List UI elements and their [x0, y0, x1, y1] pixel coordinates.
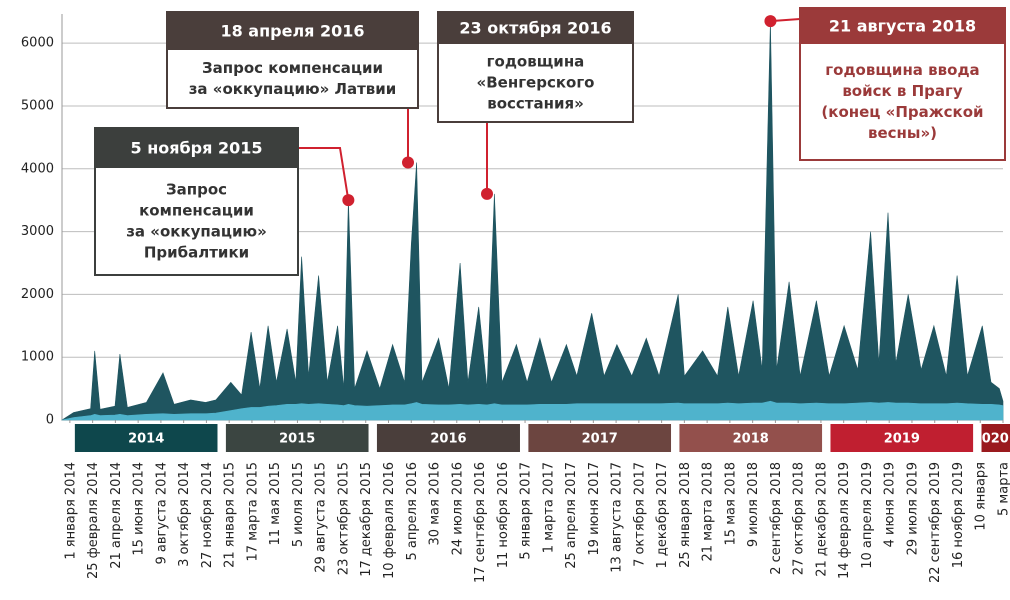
year-label: 2015 [279, 432, 315, 447]
year-label: 2018 [733, 432, 769, 447]
x-tick-label: 15 мая 2018 [723, 462, 738, 545]
annotation-header [95, 128, 298, 168]
annotation-dot [481, 187, 493, 200]
annotation-text: (конец «Пражской [821, 103, 983, 121]
year-label: 2016 [430, 432, 466, 447]
x-tick-label: 9 августа 2014 [154, 462, 169, 564]
leader-line [298, 147, 350, 201]
x-tick-label: 11 мая 2015 [268, 462, 283, 545]
annotation-dot [764, 15, 777, 28]
annotation-date: 18 апреля 2016 [220, 22, 364, 41]
x-tick-label: 10 февраля 2016 [382, 462, 397, 579]
annotation-text: за «оккупацию» [126, 223, 267, 241]
annotation-text: Прибалтики [144, 244, 249, 262]
y-tick-label: 0 [46, 413, 54, 428]
x-tick-label: 21 апреля 2014 [109, 462, 124, 569]
x-tick-label: 9 июля 2018 [746, 462, 761, 547]
x-tick-label: 17 марта 2015 [245, 462, 260, 561]
x-tick-label: 27 октября 2018 [792, 462, 807, 575]
annotation-text: Запрос [166, 181, 227, 199]
annotation-dot [402, 156, 414, 169]
year-band [225, 424, 369, 452]
year-label: 2017 [582, 432, 618, 447]
annotation-date: 21 августа 2018 [829, 17, 976, 36]
x-tick-label: 21 декабря 2018 [814, 462, 829, 577]
annotation-date: 23 октября 2016 [459, 19, 611, 38]
x-tick-label: 21 марта 2018 [701, 462, 716, 561]
annotation-text: Запрос компенсации [202, 59, 383, 77]
year-label: 2014 [128, 432, 164, 447]
area [61, 400, 1004, 421]
y-tick-label: 1000 [21, 350, 54, 365]
y-tick-label: 4000 [21, 161, 54, 176]
x-tick-label: 29 июля 2019 [905, 462, 920, 555]
area [60, 21, 1004, 421]
x-tick-label: 3 октября 2014 [177, 462, 192, 567]
year-band [679, 424, 823, 452]
x-tick-label: 25 апреля 2017 [564, 462, 579, 569]
year-band [830, 424, 974, 452]
annotation-text: компенсации [139, 202, 254, 220]
annotation-text: восстания» [487, 95, 584, 113]
x-tick-label: 29 августа 2015 [314, 462, 329, 573]
year-band [528, 424, 672, 452]
x-tick-label: 5 июля 2015 [291, 462, 306, 547]
annotation-header [800, 8, 1005, 44]
x-tick-label: 27 ноября 2014 [200, 462, 215, 568]
annotation-text: весны») [868, 124, 937, 142]
x-tick-label: 25 февраля 2014 [86, 462, 101, 579]
x-tick-label: 10 апреля 2019 [860, 462, 875, 569]
annotation-text: войск в Прагу [842, 82, 963, 100]
annotation-date: 5 ноября 2015 [130, 139, 262, 158]
x-tick-label: 14 февраля 2019 [837, 462, 852, 579]
y-tick-label: 2000 [21, 287, 54, 302]
x-tick-label: 17 сентября 2016 [473, 462, 488, 583]
x-tick-label: 5 апреля 2016 [405, 462, 420, 560]
year-label: 2020 [973, 432, 1009, 447]
year-band [981, 424, 1010, 452]
x-tick-label: 5 января 2017 [519, 462, 534, 560]
x-tick-label: 15 июня 2014 [132, 462, 147, 556]
x-tick-label: 1 декабря 2017 [655, 462, 670, 569]
x-tick-label: 24 июля 2016 [450, 462, 465, 555]
annotation-text: годовщина ввода [825, 61, 979, 79]
x-tick-label: 4 июня 2019 [883, 462, 898, 547]
annotation-text: годовщина [487, 53, 585, 71]
x-tick-label: 16 ноября 2019 [951, 462, 966, 568]
x-tick-label: 10 января [974, 462, 989, 531]
year-band [74, 424, 218, 452]
x-tick-label: 17 декабря 2015 [359, 462, 374, 577]
annotation-header [167, 12, 418, 50]
x-tick-label: 13 августа 2017 [610, 462, 625, 573]
x-tick-label: 11 ноября 2016 [496, 462, 511, 568]
x-tick-label: 2 сентября 2018 [769, 462, 784, 575]
x-tick-label: 1 января 2014 [63, 462, 78, 560]
y-tick-label: 6000 [21, 36, 54, 51]
x-tick-label: 22 сентября 2019 [928, 462, 943, 583]
x-tick-label: 7 октября 2017 [632, 462, 647, 567]
year-band [376, 424, 520, 452]
annotation-dot [342, 194, 355, 207]
x-tick-label: 1 марта 2017 [541, 462, 556, 553]
x-tick-label: 21 января 2015 [223, 462, 238, 568]
x-tick-label: 5 марта [997, 462, 1010, 516]
x-tick-label: 23 октября 2015 [336, 462, 351, 575]
annotation-header [438, 12, 633, 44]
x-tick-label: 19 июня 2017 [587, 462, 602, 556]
annotation-text: «Венгерского [477, 74, 595, 92]
x-tick-label: 25 января 2018 [678, 462, 693, 568]
y-tick-label: 5000 [21, 98, 54, 113]
y-tick-label: 3000 [21, 224, 54, 239]
x-tick-label: 30 мая 2016 [428, 462, 443, 545]
annotation-text: за «оккупацию» Латвии [189, 80, 397, 98]
year-label: 2019 [884, 432, 920, 447]
